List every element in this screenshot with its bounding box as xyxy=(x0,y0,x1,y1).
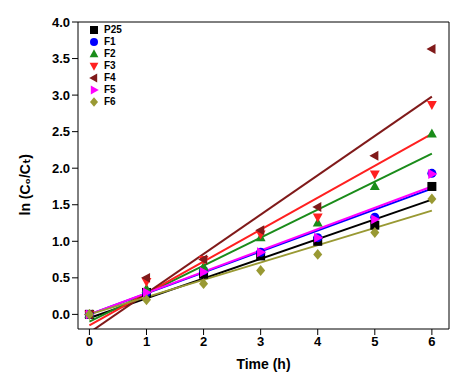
html-text:F4: F4 xyxy=(104,72,116,83)
svg-text:0.5: 0.5 xyxy=(52,270,70,285)
svg-text:1.5: 1.5 xyxy=(52,197,70,212)
svg-text:4.0: 4.0 xyxy=(52,15,70,30)
svg-text:2: 2 xyxy=(200,334,207,349)
svg-text:4: 4 xyxy=(314,334,322,349)
svg-text:Time (h): Time (h) xyxy=(236,356,290,372)
html-text:F3: F3 xyxy=(104,60,116,71)
svg-text:ln (C₀/Cₜ): ln (C₀/Cₜ) xyxy=(17,154,33,216)
html-text:F5: F5 xyxy=(104,84,116,95)
svg-text:2.5: 2.5 xyxy=(52,124,70,139)
html-text:P25: P25 xyxy=(104,24,122,35)
html-text:F2: F2 xyxy=(104,48,116,59)
html-text:F6: F6 xyxy=(104,96,116,107)
svg-text:3: 3 xyxy=(257,334,264,349)
svg-text:2.0: 2.0 xyxy=(52,161,70,176)
svg-text:6: 6 xyxy=(428,334,435,349)
svg-text:5: 5 xyxy=(371,334,378,349)
html-text:F1: F1 xyxy=(104,36,116,47)
svg-text:1: 1 xyxy=(143,334,150,349)
svg-text:3.5: 3.5 xyxy=(52,51,70,66)
svg-text:1.0: 1.0 xyxy=(52,234,70,249)
svg-text:0: 0 xyxy=(86,334,93,349)
svg-text:0.0: 0.0 xyxy=(52,307,70,322)
svg-text:3.0: 3.0 xyxy=(52,88,70,103)
